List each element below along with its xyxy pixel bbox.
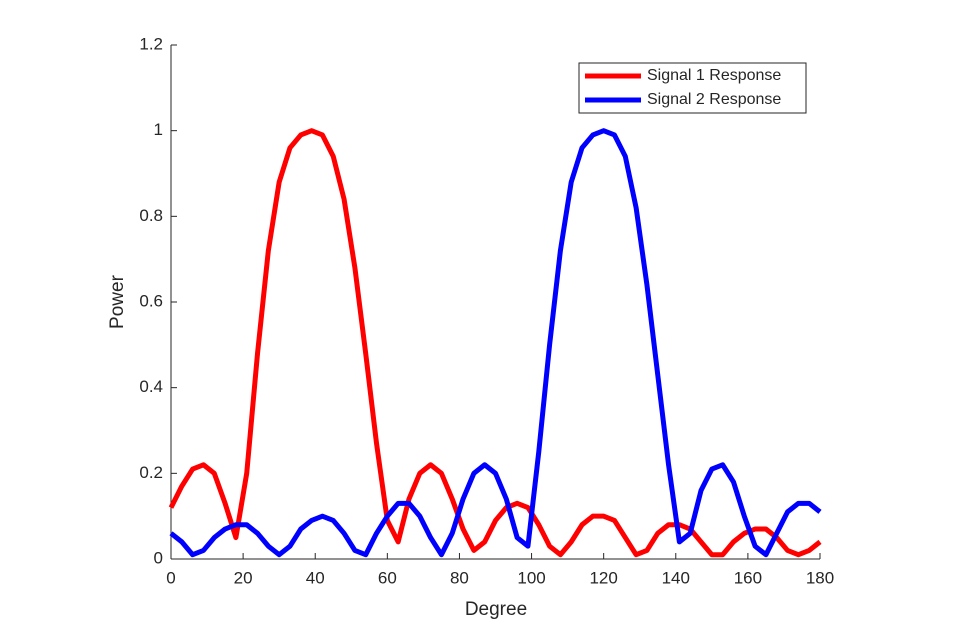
x-tick-label: 120 (589, 568, 617, 587)
x-tick-label: 20 (234, 568, 253, 587)
y-axis-label: Power (107, 274, 128, 329)
x-tick-label: 100 (517, 568, 545, 587)
x-tick-label: 60 (378, 568, 397, 587)
x-tick-label: 40 (306, 568, 325, 587)
x-tick-label: 0 (166, 568, 175, 587)
y-tick-label: 0.4 (139, 377, 163, 396)
x-axis-label: Degree (465, 599, 527, 620)
y-tick-label: 0.6 (139, 291, 163, 310)
x-tick-label: 80 (450, 568, 469, 587)
legend-label: Signal 1 Response (647, 67, 781, 84)
legend-label: Signal 2 Response (647, 91, 781, 108)
y-tick-label: 1.2 (139, 34, 163, 53)
x-tick-label: 140 (662, 568, 690, 587)
y-tick-label: 1 (154, 120, 163, 139)
x-tick-label: 160 (734, 568, 762, 587)
x-tick-label: 180 (806, 568, 834, 587)
y-tick-label: 0 (154, 548, 163, 567)
y-tick-label: 0.2 (139, 463, 163, 482)
series-line (169, 128, 822, 558)
legend-box (578, 62, 807, 114)
y-tick-label: 0.8 (139, 206, 163, 225)
series-line (168, 128, 822, 558)
